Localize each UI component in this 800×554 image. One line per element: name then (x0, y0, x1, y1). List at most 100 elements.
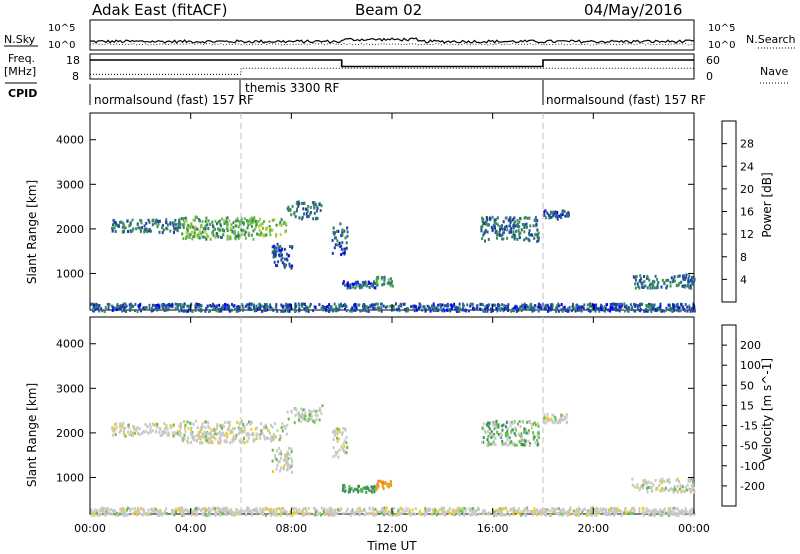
data-cell (338, 509, 341, 513)
data-cell (498, 304, 501, 308)
data-cell (641, 511, 644, 515)
data-cell (181, 232, 184, 236)
data-cell (660, 487, 663, 491)
data-cell (483, 230, 486, 234)
data-cell (505, 513, 507, 517)
data-cell (329, 513, 332, 517)
data-cell (305, 508, 307, 512)
data-cell (237, 304, 240, 308)
data-cell (602, 507, 605, 511)
data-cell (365, 511, 368, 515)
data-cell (680, 280, 683, 284)
data-cell (645, 309, 648, 313)
data-cell (191, 430, 194, 434)
data-cell (161, 430, 164, 434)
data-cell (119, 422, 122, 425)
data-cell (382, 513, 385, 517)
data-cell (640, 485, 643, 488)
data-cell (216, 222, 218, 226)
data-cell (151, 429, 154, 433)
data-cell (315, 418, 318, 421)
data-cell (231, 230, 234, 234)
data-cell (349, 487, 352, 491)
data-cell (668, 480, 671, 484)
data-cell (264, 304, 267, 308)
data-cell (276, 428, 279, 432)
data-cell (298, 304, 301, 308)
data-cell (285, 302, 288, 306)
data-cell (342, 447, 345, 451)
data-cell (504, 434, 507, 438)
data-cell (521, 439, 524, 443)
data-cell (367, 309, 370, 313)
data-cell (620, 305, 623, 309)
data-cell (544, 304, 547, 308)
noise-panel: N.Sky 10^5 10^0 10^5 10^0 N.Search (4, 19, 796, 51)
data-cell (212, 302, 215, 306)
data-cell (183, 302, 186, 306)
data-cell (100, 512, 103, 516)
data-cell (90, 513, 93, 517)
data-cell (663, 282, 666, 286)
data-cell (384, 510, 387, 513)
data-cell (185, 231, 188, 235)
data-cell (314, 507, 317, 511)
data-cell (92, 308, 95, 312)
data-cell (251, 511, 254, 515)
data-cell (441, 303, 444, 307)
data-cell (310, 414, 313, 418)
data-cell (546, 412, 549, 416)
data-cell (506, 510, 509, 514)
data-cell (334, 511, 337, 515)
data-cell (226, 221, 228, 224)
data-cell (187, 436, 190, 440)
data-cell (443, 304, 446, 308)
data-cell (323, 305, 326, 309)
data-cell (513, 432, 516, 435)
data-cell (243, 426, 246, 430)
data-cell (486, 230, 489, 234)
data-cell (344, 485, 346, 489)
data-cell (182, 305, 185, 309)
data-cell (627, 306, 630, 310)
data-cell (228, 424, 231, 428)
data-cell (137, 304, 140, 308)
data-cell (665, 511, 668, 515)
data-cell (176, 229, 179, 233)
data-cell (342, 280, 345, 284)
data-cell (463, 308, 466, 312)
data-cell (372, 507, 374, 511)
data-cell (332, 429, 335, 433)
data-cell (596, 509, 598, 512)
data-cell (254, 220, 257, 223)
data-cell (537, 231, 540, 235)
data-cell (273, 260, 276, 264)
data-cell (448, 511, 451, 515)
data-cell (243, 217, 246, 221)
data-cell (325, 508, 328, 512)
data-cell (361, 487, 364, 491)
data-cell (201, 225, 203, 229)
data-cell (493, 511, 496, 514)
data-cell (269, 303, 272, 307)
data-cell (483, 222, 486, 225)
data-cell (258, 224, 260, 228)
data-cell (497, 302, 500, 306)
data-cell (564, 214, 567, 218)
data-cell (351, 508, 354, 512)
data-cell (224, 303, 227, 307)
data-cell (480, 227, 483, 231)
data-cell (248, 420, 250, 424)
data-cell (206, 431, 209, 435)
data-cell (184, 219, 186, 223)
data-cell (519, 432, 521, 436)
data-cell (158, 230, 161, 234)
data-cell (286, 455, 289, 459)
data-cell (487, 237, 490, 241)
data-cell (561, 213, 564, 217)
freq-tick-8: 8 (72, 70, 79, 83)
data-cell (631, 511, 634, 515)
data-cell (275, 264, 277, 267)
data-cell (528, 420, 531, 424)
data-cell (204, 227, 207, 231)
